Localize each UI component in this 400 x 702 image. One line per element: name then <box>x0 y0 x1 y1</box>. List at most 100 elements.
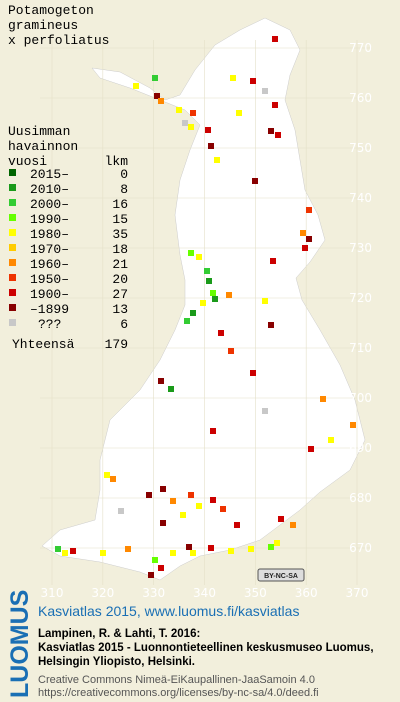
x-coord-label: 330 <box>142 586 165 600</box>
record-square <box>188 250 194 256</box>
record-square <box>182 120 188 126</box>
license: Creative Commons Nimeä-EiKaupallinen-Jaa… <box>38 674 315 686</box>
record-square <box>275 132 281 138</box>
citation: Helsingin Yliopisto, Helsinki. <box>38 656 195 668</box>
record-square <box>230 75 236 81</box>
logo: LUOMUS <box>6 590 34 698</box>
title: Potamogeton <box>8 3 94 18</box>
cc-badge-text: BY-NC-SA <box>264 573 298 580</box>
record-square <box>272 102 278 108</box>
record-square <box>190 110 196 116</box>
record-square <box>55 546 61 552</box>
record-square <box>190 310 196 316</box>
x-coord-label: 340 <box>193 586 216 600</box>
link: Kasviatlas 2015, www.luomus.fi/kasviatla… <box>38 603 299 619</box>
license: https://creativecommons.org/licenses/by-… <box>38 687 319 699</box>
x-coord-label: 360 <box>295 586 318 600</box>
record-square <box>70 548 76 554</box>
record-square <box>125 546 131 552</box>
record-square <box>274 540 280 546</box>
records <box>55 36 356 578</box>
record-square <box>188 124 194 130</box>
record-square <box>158 378 164 384</box>
record-square <box>196 254 202 260</box>
record-square <box>152 75 158 81</box>
x-coord-label: 310 <box>41 586 64 600</box>
legend-count: 13 <box>112 302 128 317</box>
legend-swatch <box>9 169 16 176</box>
record-square <box>328 437 334 443</box>
legend-label: 1900– <box>30 287 69 302</box>
legend-label: 1980– <box>30 227 69 242</box>
record-square <box>104 472 110 478</box>
record-square <box>110 476 116 482</box>
record-square <box>200 300 206 306</box>
record-square <box>278 516 284 522</box>
record-square <box>205 127 211 133</box>
record-square <box>228 548 234 554</box>
record-square <box>306 236 312 242</box>
legend-label: 1970– <box>30 242 69 257</box>
legend: 2015– 0 2010– 8 2000– 16 1990– 15 1980– 35 1970– 18… <box>9 167 128 332</box>
record-square <box>204 268 210 274</box>
record-square <box>250 370 256 376</box>
record-square <box>190 550 196 556</box>
record-square <box>252 178 258 184</box>
record-square <box>218 330 224 336</box>
x-coord-label: 350 <box>244 586 267 600</box>
legend-swatch <box>9 259 16 266</box>
legend-count: 18 <box>112 242 128 257</box>
title: x perfoliatus <box>8 33 109 48</box>
legend-label: 1990– <box>30 212 69 227</box>
record-square <box>168 386 174 392</box>
legend-heading: lkm <box>105 154 129 169</box>
finland-outline <box>41 17 366 581</box>
y-coord-label: 750 <box>349 141 372 155</box>
record-square <box>308 446 314 452</box>
record-square <box>268 128 274 134</box>
legend-swatch <box>9 244 16 251</box>
legend-heading: havainnon <box>8 139 78 154</box>
y-coord-label: 720 <box>349 291 372 305</box>
record-square <box>250 78 256 84</box>
legend-count: 15 <box>112 212 128 227</box>
legend-swatch <box>9 274 16 281</box>
legend-label: 2000– <box>30 197 69 212</box>
record-square <box>220 506 226 512</box>
legend-count: 21 <box>112 257 128 272</box>
legend-label: 2015– <box>30 167 69 182</box>
citation: Kasviatlas 2015 - Luonnontieteellinen ke… <box>38 642 374 654</box>
legend-swatch <box>9 229 16 236</box>
legend-count: 20 <box>112 272 128 287</box>
cc-badge <box>257 568 305 582</box>
y-coord-label: 680 <box>349 491 372 505</box>
record-square <box>208 545 214 551</box>
legend-count: 35 <box>112 227 128 242</box>
record-square <box>170 498 176 504</box>
record-square <box>206 278 212 284</box>
record-square <box>214 157 220 163</box>
record-square <box>100 550 106 556</box>
y-coord-label: 740 <box>349 191 372 205</box>
record-square <box>158 565 164 571</box>
legend-label: ??? <box>38 317 61 332</box>
legend-count: 0 <box>120 167 128 182</box>
record-square <box>248 546 254 552</box>
legend-swatch <box>9 184 16 191</box>
record-square <box>188 492 194 498</box>
record-square <box>154 93 160 99</box>
legend-label: 2010– <box>30 182 69 197</box>
record-square <box>180 512 186 518</box>
record-square <box>262 408 268 414</box>
legend-count: 8 <box>120 182 128 197</box>
legend-count: 16 <box>112 197 128 212</box>
record-square <box>210 290 216 296</box>
record-square <box>268 544 274 550</box>
legend-label: –1899 <box>30 302 69 317</box>
record-square <box>228 348 234 354</box>
record-square <box>148 572 154 578</box>
record-square <box>290 522 296 528</box>
